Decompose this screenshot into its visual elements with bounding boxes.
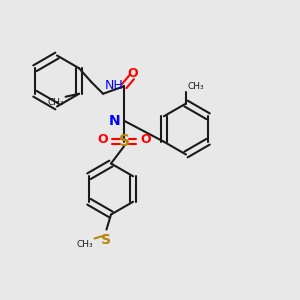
Text: O: O	[97, 133, 108, 146]
Text: O: O	[127, 67, 138, 80]
Text: S: S	[101, 232, 112, 247]
Text: N: N	[109, 114, 121, 128]
Text: CH₃: CH₃	[76, 240, 93, 249]
Text: CH₃: CH₃	[188, 82, 204, 91]
Text: CH₃: CH₃	[47, 98, 64, 107]
Text: O: O	[141, 133, 151, 146]
Text: NH: NH	[105, 79, 123, 92]
Text: S: S	[118, 134, 130, 149]
